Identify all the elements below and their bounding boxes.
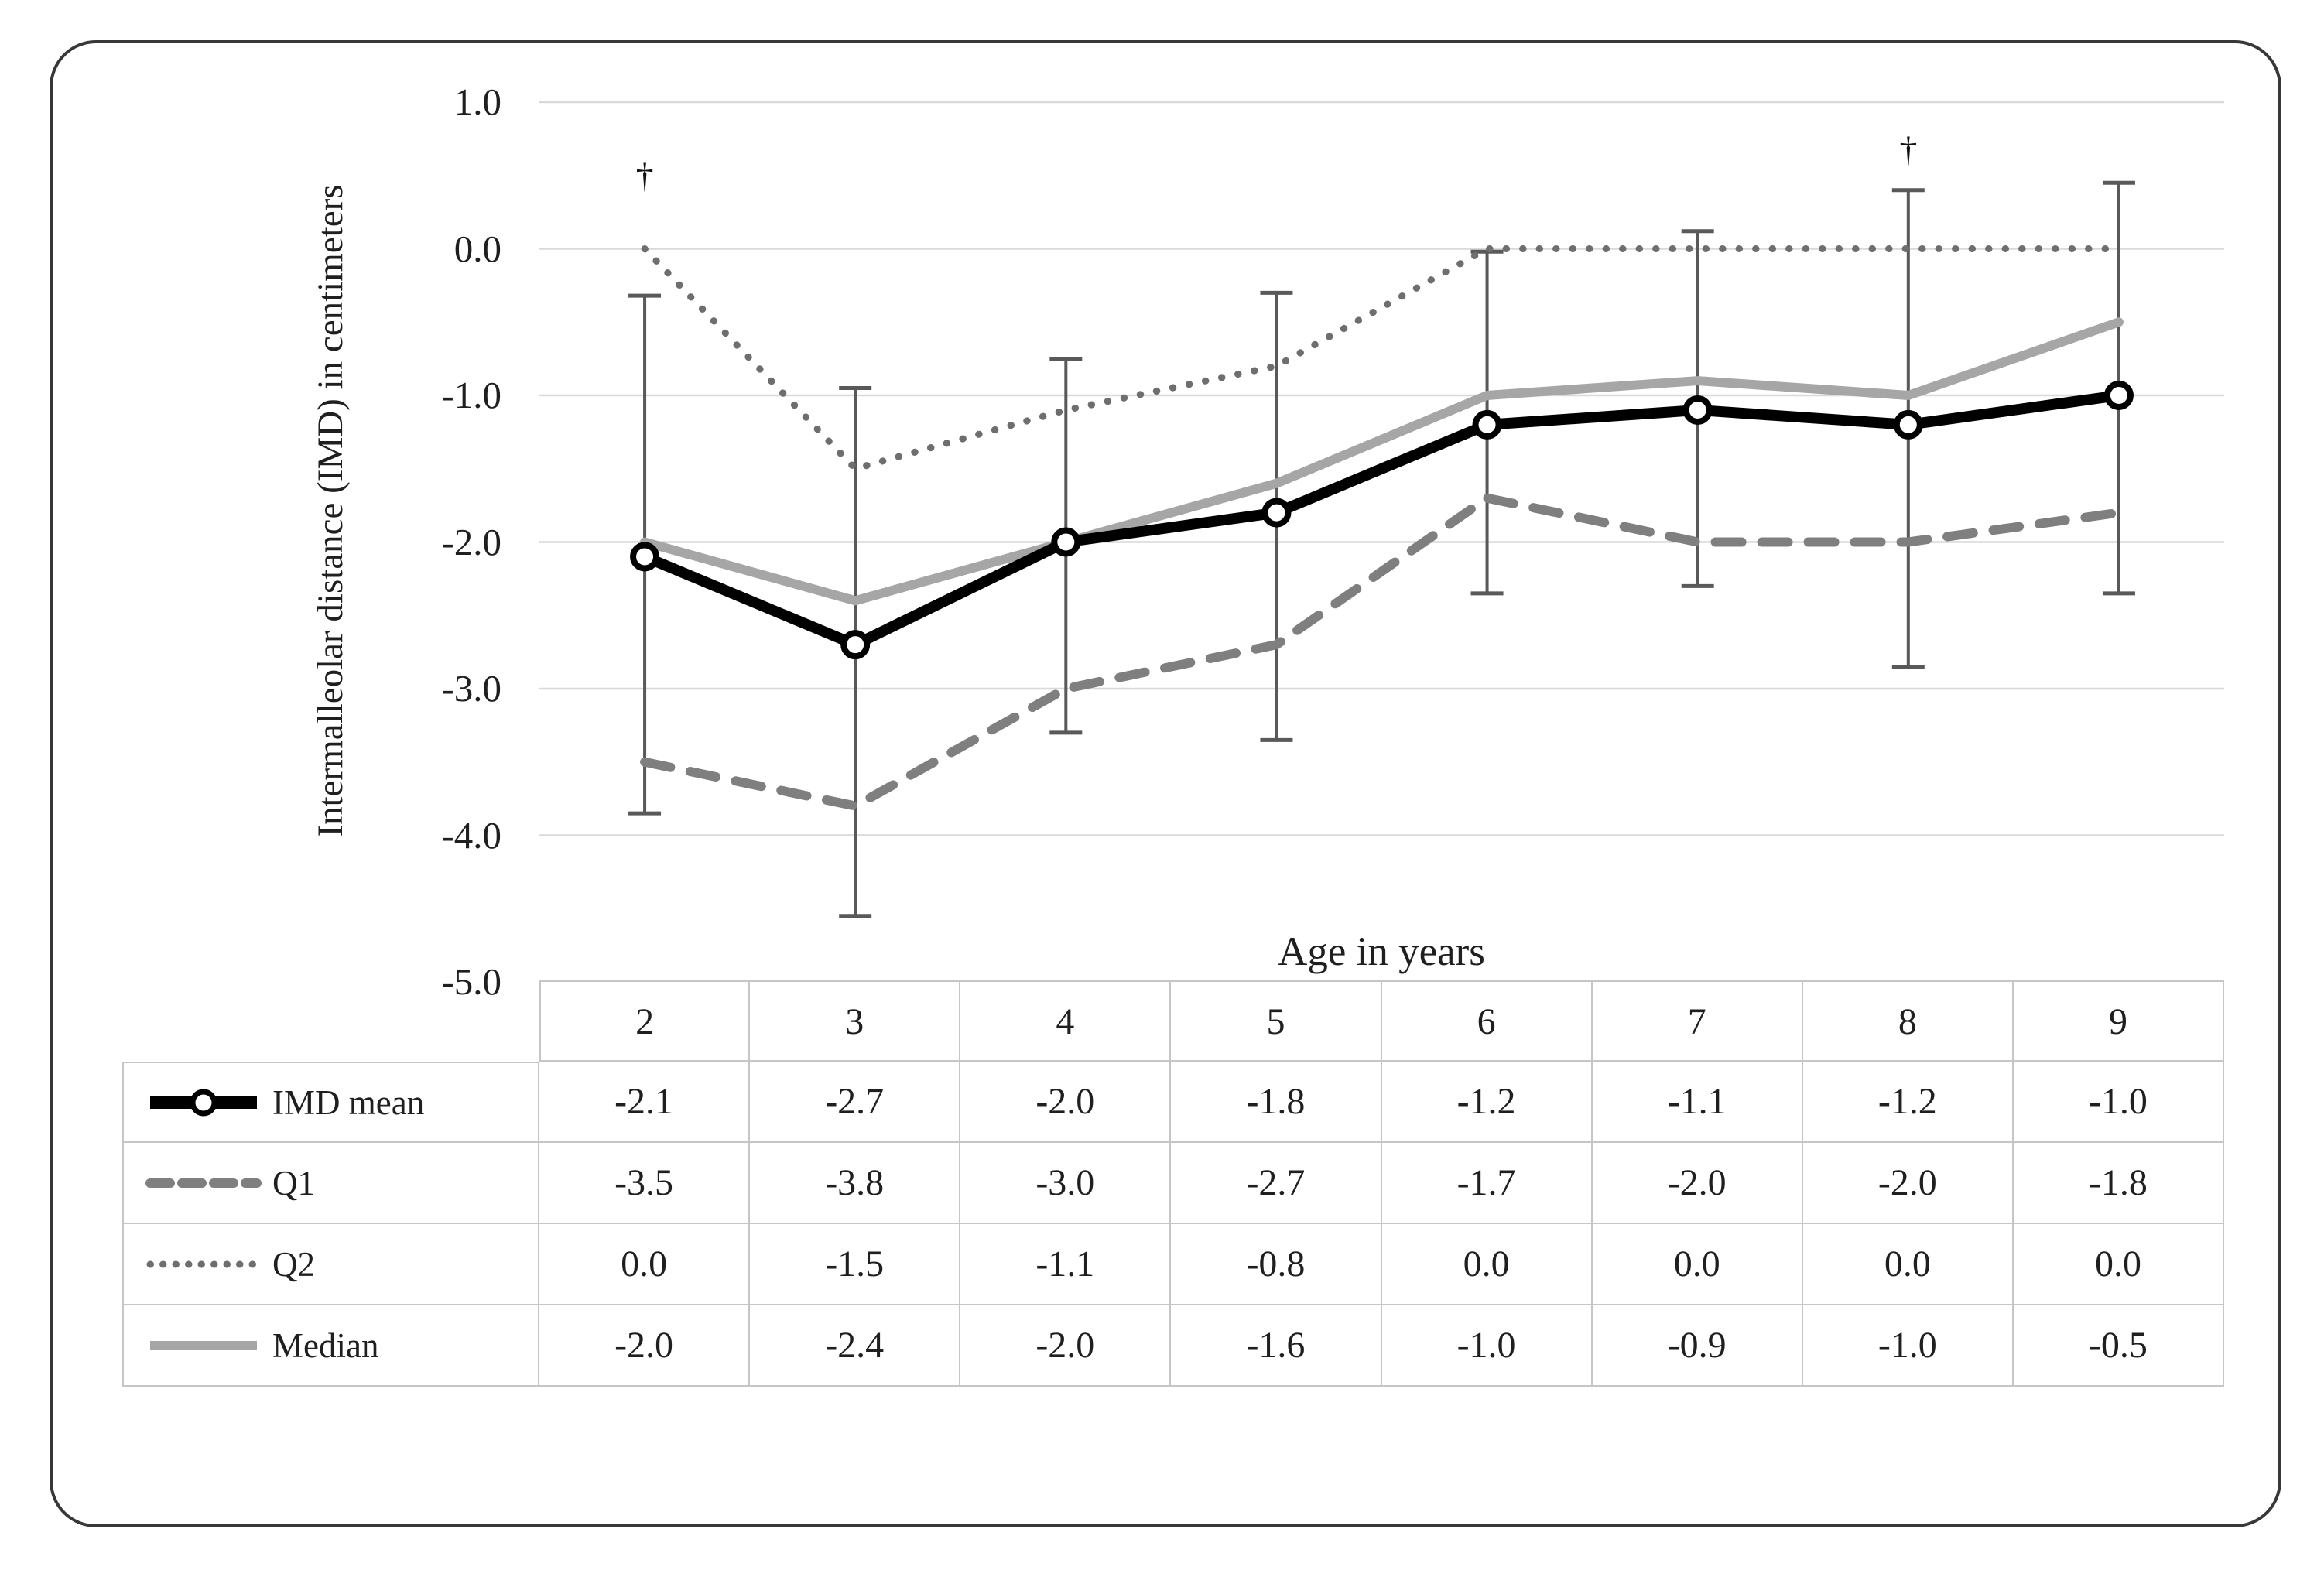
table-value-cell: -1.6	[1171, 1305, 1382, 1387]
legend-cell-imd-mean: IMD mean	[122, 1062, 539, 1143]
series-line-q2	[641, 245, 2123, 473]
circle-marker	[1261, 498, 1292, 528]
table-value-cell: 0.0	[1592, 1224, 1803, 1305]
table-value-cell: -0.5	[2013, 1305, 2224, 1387]
table-header-cell: 4	[960, 980, 1172, 1062]
table-value-cell: -2.0	[1802, 1143, 2014, 1224]
legend-cell-median: Median	[122, 1305, 539, 1387]
table-value-cell: -1.2	[1381, 1062, 1593, 1143]
circle-marker	[1682, 395, 1713, 425]
table-value-cell: -1.8	[2013, 1143, 2224, 1224]
table-value-cell: -2.4	[750, 1305, 961, 1387]
table-value-cell: -0.9	[1592, 1305, 1803, 1387]
legend-cell-q1: Q1	[122, 1143, 539, 1224]
y-tick-label: -5.0	[441, 960, 501, 1003]
legend-cell-q2: Q2	[122, 1224, 539, 1305]
table-value-cell: -0.8	[1171, 1224, 1382, 1305]
y-tick-label: -4.0	[441, 813, 501, 857]
table-value-cell: -1.0	[2013, 1062, 2224, 1143]
y-tick-label: -2.0	[441, 520, 501, 563]
table-value-cell: -3.0	[960, 1143, 1172, 1224]
legend-label: Q1	[272, 1163, 315, 1202]
circle-marker	[1893, 409, 1923, 440]
figure-rounded-border	[50, 40, 2281, 1527]
circle-marker	[840, 630, 871, 660]
circle-marker	[2103, 381, 2134, 410]
table-value-cell: -2.7	[750, 1062, 961, 1143]
y-tick-label: -1.0	[441, 374, 501, 416]
series-line-q1	[640, 493, 2124, 811]
table-value-cell: -2.0	[1592, 1143, 1803, 1224]
circle-marker	[1472, 409, 1502, 440]
legend-key-q2-icon	[146, 1260, 261, 1267]
table-header-cell: 9	[2013, 980, 2224, 1062]
table-header-cell: 6	[1381, 980, 1593, 1062]
legend-label: Q2	[272, 1244, 315, 1284]
table-header-cell: 8	[1802, 980, 2014, 1062]
table-value-cell: -1.0	[1802, 1305, 2014, 1387]
dagger-annotation: †	[635, 155, 654, 195]
table-value-cell: -1.5	[750, 1224, 961, 1305]
table-header-cell: 7	[1592, 980, 1803, 1062]
y-tick-label: 0.0	[454, 227, 501, 270]
circle-marker	[1051, 527, 1081, 557]
table-value-cell: 0.0	[2013, 1224, 2224, 1305]
legend-marker	[190, 1089, 217, 1116]
table-value-cell: -1.8	[1171, 1062, 1382, 1143]
table-header-cell: 5	[1171, 980, 1382, 1062]
table-value-cell: 0.0	[539, 1224, 751, 1305]
gridlines	[539, 101, 2224, 836]
circle-marker	[630, 542, 660, 572]
table-value-cell: -1.1	[1592, 1062, 1803, 1143]
table-header-cell: 2	[539, 980, 751, 1062]
imd-mean-markers	[630, 381, 2134, 660]
table-value-cell: -3.8	[750, 1143, 961, 1224]
y-tick-label: -3.0	[441, 667, 501, 710]
table-value-cell: -1.0	[1381, 1305, 1593, 1387]
legend-key-q1-icon	[145, 1178, 262, 1188]
y-tick-label: 1.0	[454, 80, 501, 123]
table-value-cell: -1.2	[1802, 1062, 2014, 1143]
table-value-cell: -1.7	[1381, 1143, 1593, 1224]
table-value-cell: -2.0	[960, 1062, 1172, 1143]
table-value-cell: -2.0	[960, 1305, 1172, 1387]
series-line-median	[640, 317, 2124, 606]
legend-label: Median	[272, 1325, 379, 1365]
dagger-annotation: †	[1899, 128, 1918, 169]
table-value-cell: -2.0	[539, 1305, 751, 1387]
table-value-cell: -2.7	[1171, 1143, 1382, 1224]
legend-label: IMD mean	[272, 1083, 425, 1122]
table-header-cell: 3	[750, 980, 961, 1062]
x-axis-title: Age in years	[1278, 929, 1485, 974]
table-value-cell: 0.0	[1802, 1224, 2014, 1305]
table-value-cell: -2.1	[539, 1062, 751, 1143]
table-value-cell: -3.5	[539, 1143, 751, 1224]
legend-key-imd-mean-icon	[150, 1089, 257, 1116]
series-line-imd-mean	[639, 390, 2124, 651]
legend-key-median-icon	[150, 1340, 257, 1350]
table-value-cell: 0.0	[1381, 1224, 1593, 1305]
table-value-cell: -1.1	[960, 1224, 1172, 1305]
